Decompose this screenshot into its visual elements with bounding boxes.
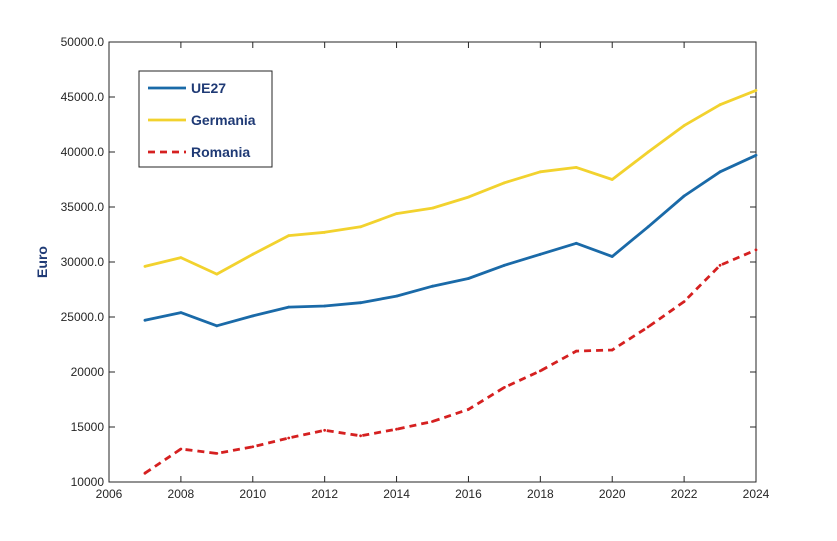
- data-point-romania: [179, 447, 183, 451]
- data-point-ue27: [646, 225, 650, 229]
- data-point-romania: [610, 348, 614, 352]
- data-point-germania: [538, 170, 542, 174]
- x-tick-label: 2024: [743, 487, 770, 501]
- data-point-romania: [395, 427, 398, 431]
- data-point-ue27: [610, 255, 614, 258]
- y-tick-label: 15000: [71, 420, 105, 434]
- data-point-ue27: [574, 241, 578, 245]
- y-axis: 10000 15000 20000 25000.0 30000.0 35000.0 4000…: [61, 35, 756, 489]
- data-point-ue27: [502, 263, 506, 267]
- data-point-romania: [538, 369, 542, 373]
- data-point-ue27: [754, 153, 758, 157]
- data-point-ue27: [467, 277, 470, 280]
- data-point-romania: [754, 248, 758, 252]
- data-point-germania: [502, 181, 506, 185]
- y-tick-label: 10000: [71, 475, 105, 489]
- y-axis-label: Euro: [34, 246, 50, 278]
- series-line-romania: [144, 248, 757, 475]
- x-tick-label: 2014: [383, 487, 410, 501]
- data-point-ue27: [682, 194, 686, 198]
- data-point-ue27: [718, 170, 722, 174]
- data-point-romania: [718, 263, 722, 267]
- data-point-germania: [682, 124, 686, 127]
- legend-label-ue27: UE27: [191, 80, 226, 96]
- y-tick-label: 25000.0: [61, 310, 105, 324]
- x-tick-label: 2012: [311, 487, 338, 501]
- data-point-ue27: [395, 294, 398, 298]
- data-point-romania: [359, 434, 363, 438]
- y-tick-label: 35000.0: [61, 200, 105, 214]
- y-tick-label: 20000: [71, 365, 105, 379]
- data-point-ue27: [538, 252, 542, 256]
- x-axis: 2006 2008 2010 2012 2014 2016 2018 2020 2022 2024: [96, 42, 770, 501]
- data-point-romania: [467, 408, 470, 411]
- data-point-germania: [143, 265, 147, 268]
- data-point-romania: [574, 349, 578, 353]
- data-point-germania: [359, 225, 363, 229]
- y-tick-label: 30000.0: [61, 255, 105, 269]
- data-point-romania: [215, 452, 219, 455]
- data-point-ue27: [359, 301, 363, 305]
- data-point-romania: [431, 420, 434, 423]
- data-point-germania: [395, 212, 398, 216]
- y-tick-label: 50000.0: [61, 35, 105, 49]
- data-point-romania: [143, 471, 147, 475]
- data-point-romania: [682, 300, 686, 303]
- legend-label-germania: Germania: [191, 112, 256, 128]
- data-point-germania: [718, 103, 722, 107]
- data-point-romania: [323, 428, 327, 432]
- series-line-germania: [144, 89, 757, 276]
- data-point-germania: [646, 150, 650, 154]
- y-tick-label: 45000.0: [61, 90, 105, 104]
- data-point-germania: [574, 166, 578, 169]
- data-point-ue27: [287, 305, 291, 309]
- data-point-germania: [610, 178, 614, 181]
- x-tick-label: 2008: [168, 487, 195, 501]
- legend: UE27 Germania Romania: [138, 70, 273, 168]
- data-point-germania: [179, 256, 183, 259]
- data-point-ue27: [143, 318, 147, 322]
- data-point-ue27: [431, 284, 434, 288]
- x-tick-label: 2020: [599, 487, 626, 501]
- data-point-germania: [754, 89, 758, 92]
- x-tick-label: 2022: [671, 487, 698, 501]
- x-tick-label: 2006: [96, 487, 123, 501]
- series-lines: [143, 89, 758, 475]
- series-line-ue27: [144, 154, 757, 328]
- data-point-germania: [467, 195, 470, 199]
- data-point-romania: [646, 325, 650, 329]
- y-tick-label: 40000.0: [61, 145, 105, 159]
- legend-label-romania: Romania: [191, 144, 250, 160]
- data-point-ue27: [323, 304, 327, 308]
- data-point-romania: [287, 436, 291, 440]
- x-tick-label: 2010: [239, 487, 266, 501]
- data-point-ue27: [251, 314, 255, 318]
- x-tick-label: 2018: [527, 487, 554, 501]
- data-point-germania: [287, 234, 291, 238]
- data-point-germania: [431, 206, 434, 210]
- data-point-germania: [323, 230, 327, 234]
- data-point-ue27: [179, 311, 183, 314]
- x-tick-label: 2016: [455, 487, 482, 501]
- data-point-germania: [215, 272, 219, 276]
- data-point-germania: [251, 252, 255, 256]
- data-point-romania: [502, 386, 506, 389]
- data-point-ue27: [215, 324, 219, 328]
- data-point-romania: [251, 445, 255, 449]
